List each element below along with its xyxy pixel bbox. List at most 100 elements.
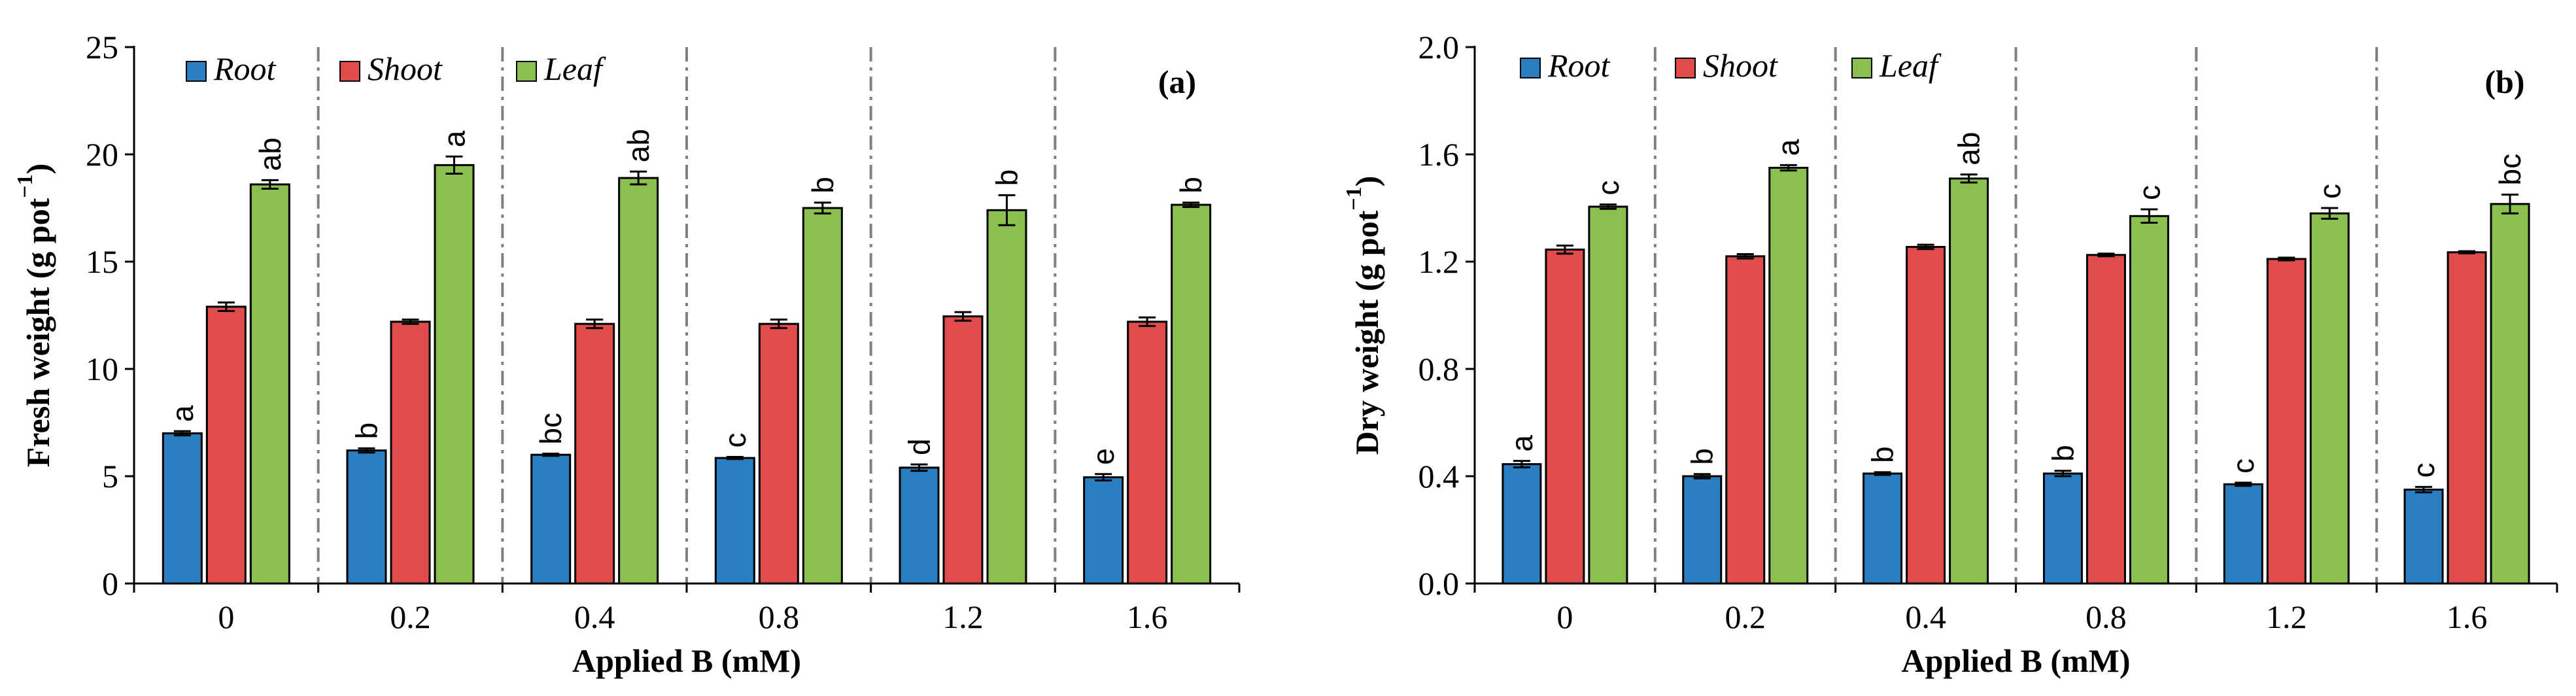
y-axis-title: Fresh weight (g pot−1): [13, 164, 57, 468]
bar-leaf: [802, 207, 843, 585]
x-tick-label: 1.6: [1127, 599, 1168, 635]
bar-root: [899, 466, 940, 585]
bar-shoot: [2086, 254, 2126, 585]
y-tick-label: 0.4: [1418, 458, 1460, 495]
significance-letter: b: [806, 177, 840, 194]
bar-shoot: [205, 305, 247, 585]
bar-leaf: [1768, 167, 1809, 585]
bar-shoot: [2266, 258, 2307, 585]
x-axis-title: Applied B (mM): [1902, 642, 2131, 679]
significance-letter: b: [2046, 445, 2080, 462]
y-axis-title-superscript: −1: [1342, 186, 1366, 210]
significance-letter: d: [902, 438, 936, 455]
y-tick-label: 1.6: [1418, 136, 1460, 173]
bar-root: [2042, 472, 2083, 585]
significance-letter: b: [1685, 448, 1719, 465]
bar-leaf: [1588, 205, 1628, 585]
y-tick-label: 20: [86, 136, 118, 173]
legend-swatch-leaf: [516, 61, 537, 82]
legend-swatch-root: [186, 61, 207, 82]
significance-letter: c: [2407, 462, 2441, 478]
x-tick-label: 1.6: [2447, 599, 2488, 635]
x-tick-label: 0: [218, 599, 234, 635]
x-tick-label: 1.2: [2266, 599, 2307, 635]
significance-letter: b: [1866, 446, 1900, 463]
y-tick-label: 1.2: [1418, 243, 1460, 280]
bar-root: [346, 449, 387, 585]
y-axis-title-superscript: −1: [13, 174, 37, 198]
legend-swatch-leaf: [1851, 58, 1872, 78]
bar-root: [1682, 475, 1723, 585]
x-tick-label: 0.2: [1725, 599, 1766, 635]
significance-letter: c: [718, 432, 752, 447]
y-tick-label: 15: [86, 243, 118, 280]
legend-label-shoot: Shoot: [1703, 47, 1778, 84]
y-tick-label: 10: [86, 351, 118, 387]
bar-shoot: [1906, 245, 1946, 585]
significance-letter: a: [165, 405, 199, 422]
significance-letter: c: [2226, 459, 2260, 474]
significance-letter: ab: [253, 137, 287, 171]
bar-shoot: [390, 321, 431, 585]
y-axis-title-main: Fresh weight (g pot: [20, 198, 56, 467]
significance-letter: bc: [2493, 154, 2527, 186]
x-axis-title: Applied B (mM): [572, 642, 801, 679]
significance-letter: a: [438, 130, 472, 147]
significance-letter: ab: [621, 129, 655, 162]
bar-root: [714, 457, 755, 585]
panel-label: (b): [2484, 63, 2524, 100]
significance-letter: bc: [534, 413, 568, 445]
bar-shoot: [574, 322, 615, 585]
legend-label-leaf: Leaf: [543, 50, 606, 87]
significance-letter: c: [2132, 185, 2166, 200]
bar-root: [1863, 472, 1903, 585]
significance-letter: e: [1086, 448, 1120, 465]
y-axis-title-close: ): [1348, 176, 1385, 187]
x-tick-label: 0.8: [759, 599, 800, 635]
y-axis-title-main: Dry weight (g pot: [1348, 210, 1385, 455]
bar-shoot: [1127, 321, 1168, 585]
bar-shoot: [1725, 255, 1766, 585]
bar-root: [162, 432, 203, 585]
significance-letter: c: [1591, 181, 1625, 196]
significance-letter: a: [1505, 435, 1539, 452]
y-tick-label: 0.8: [1418, 351, 1460, 387]
bar-leaf: [434, 164, 475, 585]
bar-leaf: [249, 183, 290, 585]
bar-root: [2223, 483, 2263, 585]
legend-swatch-root: [1520, 58, 1541, 78]
significance-letter: ab: [1952, 132, 1986, 165]
bar-leaf: [2309, 212, 2350, 585]
panel-label: (a): [1158, 63, 1196, 100]
legend-label-root: Root: [213, 50, 277, 87]
y-tick-label: 2.0: [1418, 29, 1460, 65]
x-tick-label: 0.4: [574, 599, 615, 635]
y-tick-label: 0.0: [1418, 565, 1460, 602]
legend-label-root: Root: [1547, 47, 1611, 84]
bar-root: [530, 453, 572, 585]
bar-shoot: [1545, 249, 1585, 585]
significance-letter: b: [350, 423, 384, 440]
legend-swatch-shoot: [1675, 58, 1696, 78]
bar-shoot: [2447, 251, 2487, 585]
significance-letter: b: [990, 169, 1024, 186]
bar-leaf: [1171, 203, 1212, 585]
bar-leaf: [986, 209, 1027, 585]
y-tick-label: 25: [86, 29, 118, 65]
bar-leaf: [618, 177, 659, 585]
x-tick-label: 1.2: [942, 599, 984, 635]
x-tick-label: 0: [1556, 599, 1573, 635]
x-tick-label: 0.8: [2086, 599, 2127, 635]
legend-label-leaf: Leaf: [1879, 47, 1942, 84]
x-tick-label: 0.4: [1905, 599, 1946, 635]
legend-label-shoot: Shoot: [368, 50, 443, 87]
y-tick-label: 5: [102, 458, 118, 495]
bar-shoot: [942, 315, 984, 585]
bar-leaf: [2129, 215, 2169, 585]
bar-root: [2403, 489, 2444, 585]
significance-letter: a: [1772, 139, 1806, 156]
bar-leaf: [1949, 177, 1989, 585]
